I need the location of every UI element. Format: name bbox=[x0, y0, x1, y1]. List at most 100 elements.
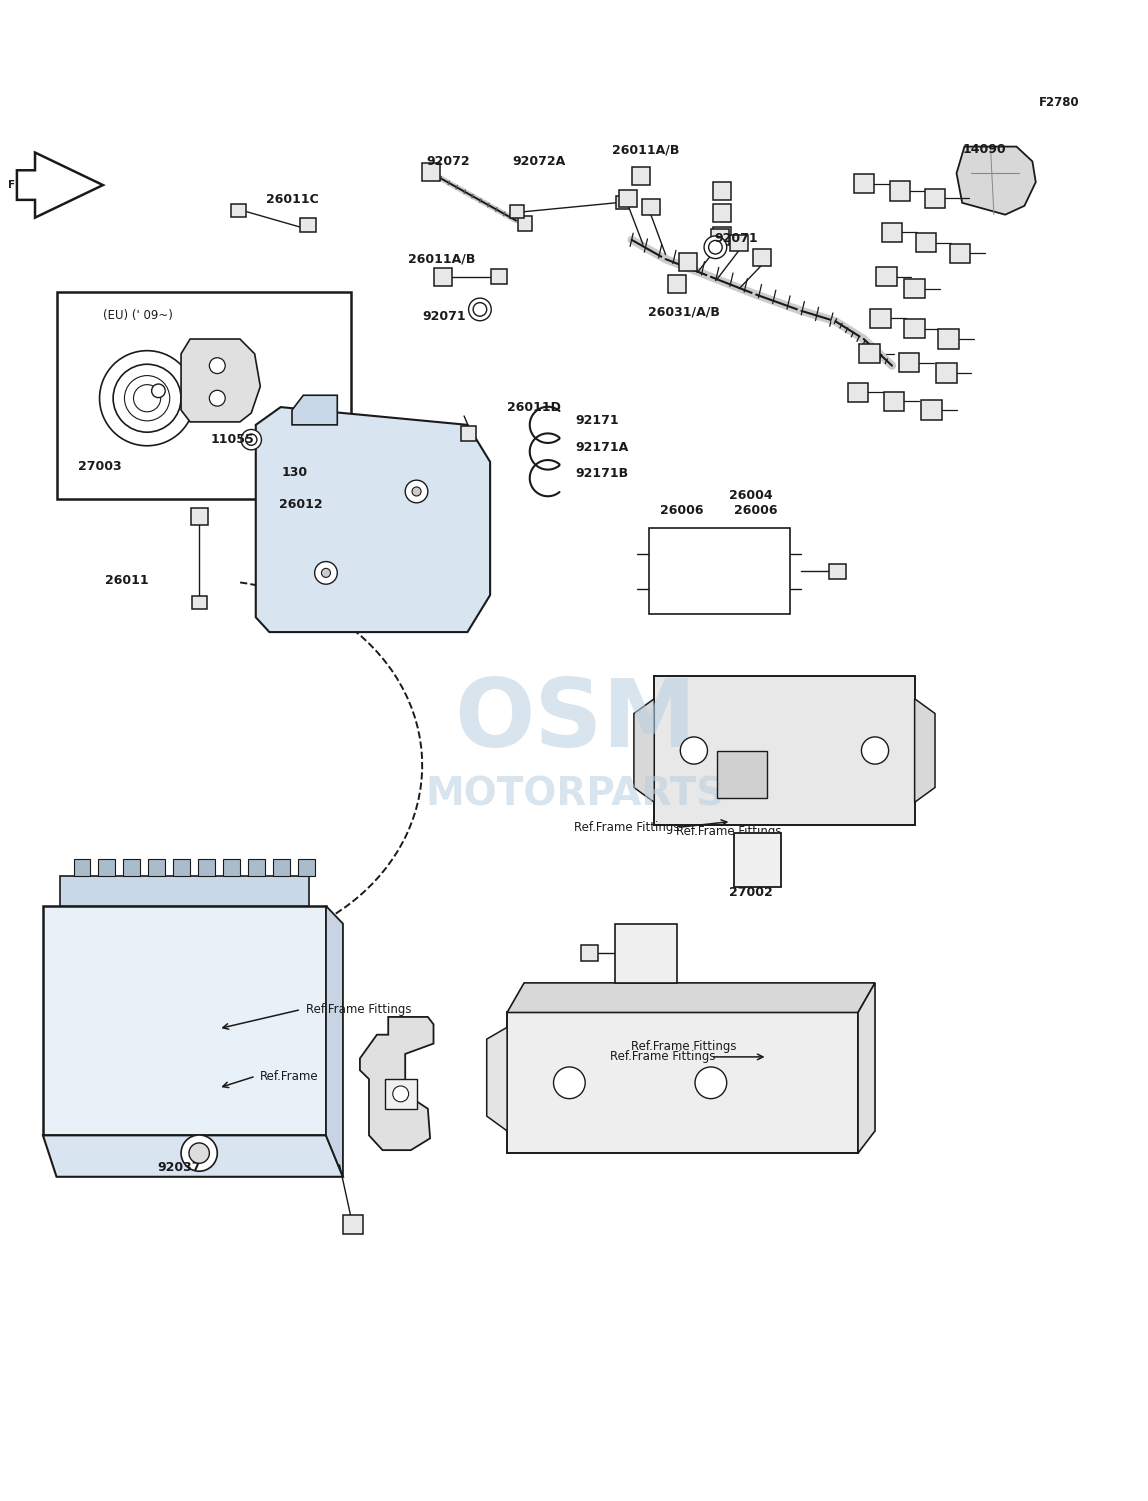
Bar bbox=[422, 164, 441, 180]
Circle shape bbox=[681, 737, 707, 764]
Bar bbox=[519, 216, 532, 231]
Bar bbox=[42, 907, 326, 1135]
Bar bbox=[191, 509, 208, 525]
Text: 26011A/B: 26011A/B bbox=[612, 143, 678, 156]
Text: 26006: 26006 bbox=[734, 504, 777, 518]
Circle shape bbox=[189, 1142, 209, 1163]
Bar bbox=[680, 254, 697, 270]
Polygon shape bbox=[292, 395, 338, 425]
Text: Ref.Frame Fittings: Ref.Frame Fittings bbox=[305, 1003, 411, 1016]
Circle shape bbox=[100, 351, 195, 446]
Bar bbox=[668, 275, 687, 293]
Bar bbox=[713, 227, 731, 245]
Text: OSM: OSM bbox=[453, 675, 696, 767]
Text: 26011A/B: 26011A/B bbox=[408, 252, 475, 266]
Bar bbox=[882, 222, 902, 242]
Bar bbox=[859, 344, 879, 363]
Polygon shape bbox=[17, 153, 103, 218]
Text: 26012: 26012 bbox=[279, 498, 323, 512]
Text: 92171: 92171 bbox=[575, 414, 619, 426]
Circle shape bbox=[473, 303, 487, 317]
Circle shape bbox=[315, 561, 338, 584]
Text: MOTORPARTS: MOTORPARTS bbox=[426, 776, 724, 814]
Bar bbox=[385, 1079, 417, 1109]
Bar bbox=[949, 243, 970, 263]
Bar bbox=[922, 401, 941, 420]
Text: 92171A: 92171A bbox=[575, 441, 628, 453]
Bar bbox=[711, 228, 729, 245]
Text: 92037: 92037 bbox=[157, 1162, 201, 1174]
Text: Ref.Frame Fittings: Ref.Frame Fittings bbox=[574, 821, 680, 835]
Bar bbox=[73, 859, 91, 877]
Bar bbox=[876, 267, 897, 287]
Bar bbox=[905, 279, 925, 299]
Bar bbox=[273, 859, 289, 877]
Polygon shape bbox=[360, 1018, 434, 1150]
Circle shape bbox=[209, 390, 225, 407]
Circle shape bbox=[708, 240, 722, 254]
Circle shape bbox=[152, 384, 165, 398]
Bar bbox=[248, 859, 265, 877]
Bar bbox=[60, 877, 309, 907]
Polygon shape bbox=[256, 407, 490, 632]
Text: 26011C: 26011C bbox=[265, 194, 318, 206]
Bar bbox=[631, 167, 650, 185]
Bar bbox=[848, 383, 868, 402]
Bar bbox=[654, 677, 915, 824]
Bar bbox=[491, 270, 507, 284]
Circle shape bbox=[393, 1087, 409, 1102]
Bar bbox=[649, 528, 790, 614]
Bar bbox=[99, 859, 116, 877]
Circle shape bbox=[412, 486, 421, 495]
Text: 92171B: 92171B bbox=[575, 467, 628, 480]
Bar bbox=[615, 197, 629, 210]
Polygon shape bbox=[858, 983, 875, 1153]
Bar bbox=[829, 564, 846, 579]
Bar bbox=[173, 859, 191, 877]
Bar bbox=[461, 426, 476, 441]
Bar bbox=[753, 249, 770, 266]
Circle shape bbox=[704, 236, 727, 258]
Polygon shape bbox=[507, 983, 875, 1013]
Polygon shape bbox=[634, 698, 654, 803]
Text: 92072A: 92072A bbox=[512, 155, 566, 168]
Polygon shape bbox=[326, 907, 343, 1177]
Bar bbox=[434, 269, 451, 285]
Text: 92071: 92071 bbox=[714, 231, 758, 245]
Circle shape bbox=[246, 434, 257, 446]
Text: 26011: 26011 bbox=[104, 573, 148, 587]
Text: 130: 130 bbox=[281, 465, 308, 479]
Bar bbox=[223, 859, 240, 877]
Bar bbox=[936, 363, 956, 383]
Text: 27002: 27002 bbox=[729, 886, 773, 899]
Bar bbox=[199, 859, 215, 877]
Bar bbox=[890, 182, 910, 201]
Bar bbox=[713, 204, 731, 222]
Bar bbox=[905, 320, 925, 338]
Bar bbox=[297, 859, 315, 877]
Circle shape bbox=[209, 357, 225, 374]
Circle shape bbox=[405, 480, 428, 503]
Text: 27003: 27003 bbox=[78, 459, 122, 473]
Text: (EU) (' 09~): (EU) (' 09~) bbox=[103, 309, 173, 321]
Bar bbox=[192, 596, 207, 609]
Bar bbox=[853, 174, 874, 194]
Polygon shape bbox=[915, 698, 934, 803]
Bar bbox=[619, 191, 637, 207]
Polygon shape bbox=[487, 1027, 507, 1130]
Bar bbox=[56, 291, 351, 498]
Circle shape bbox=[861, 737, 889, 764]
Text: 11055: 11055 bbox=[210, 434, 254, 446]
Text: 26031/A/B: 26031/A/B bbox=[647, 306, 720, 318]
Circle shape bbox=[553, 1067, 585, 1099]
Bar bbox=[148, 859, 165, 877]
Text: FRONT: FRONT bbox=[8, 180, 48, 191]
Bar bbox=[581, 946, 598, 962]
Polygon shape bbox=[956, 147, 1035, 215]
Bar bbox=[343, 1214, 363, 1234]
Bar bbox=[123, 859, 140, 877]
Circle shape bbox=[114, 365, 181, 432]
Text: 26006: 26006 bbox=[660, 504, 704, 518]
Bar bbox=[870, 309, 891, 327]
Text: 14090: 14090 bbox=[963, 143, 1007, 156]
